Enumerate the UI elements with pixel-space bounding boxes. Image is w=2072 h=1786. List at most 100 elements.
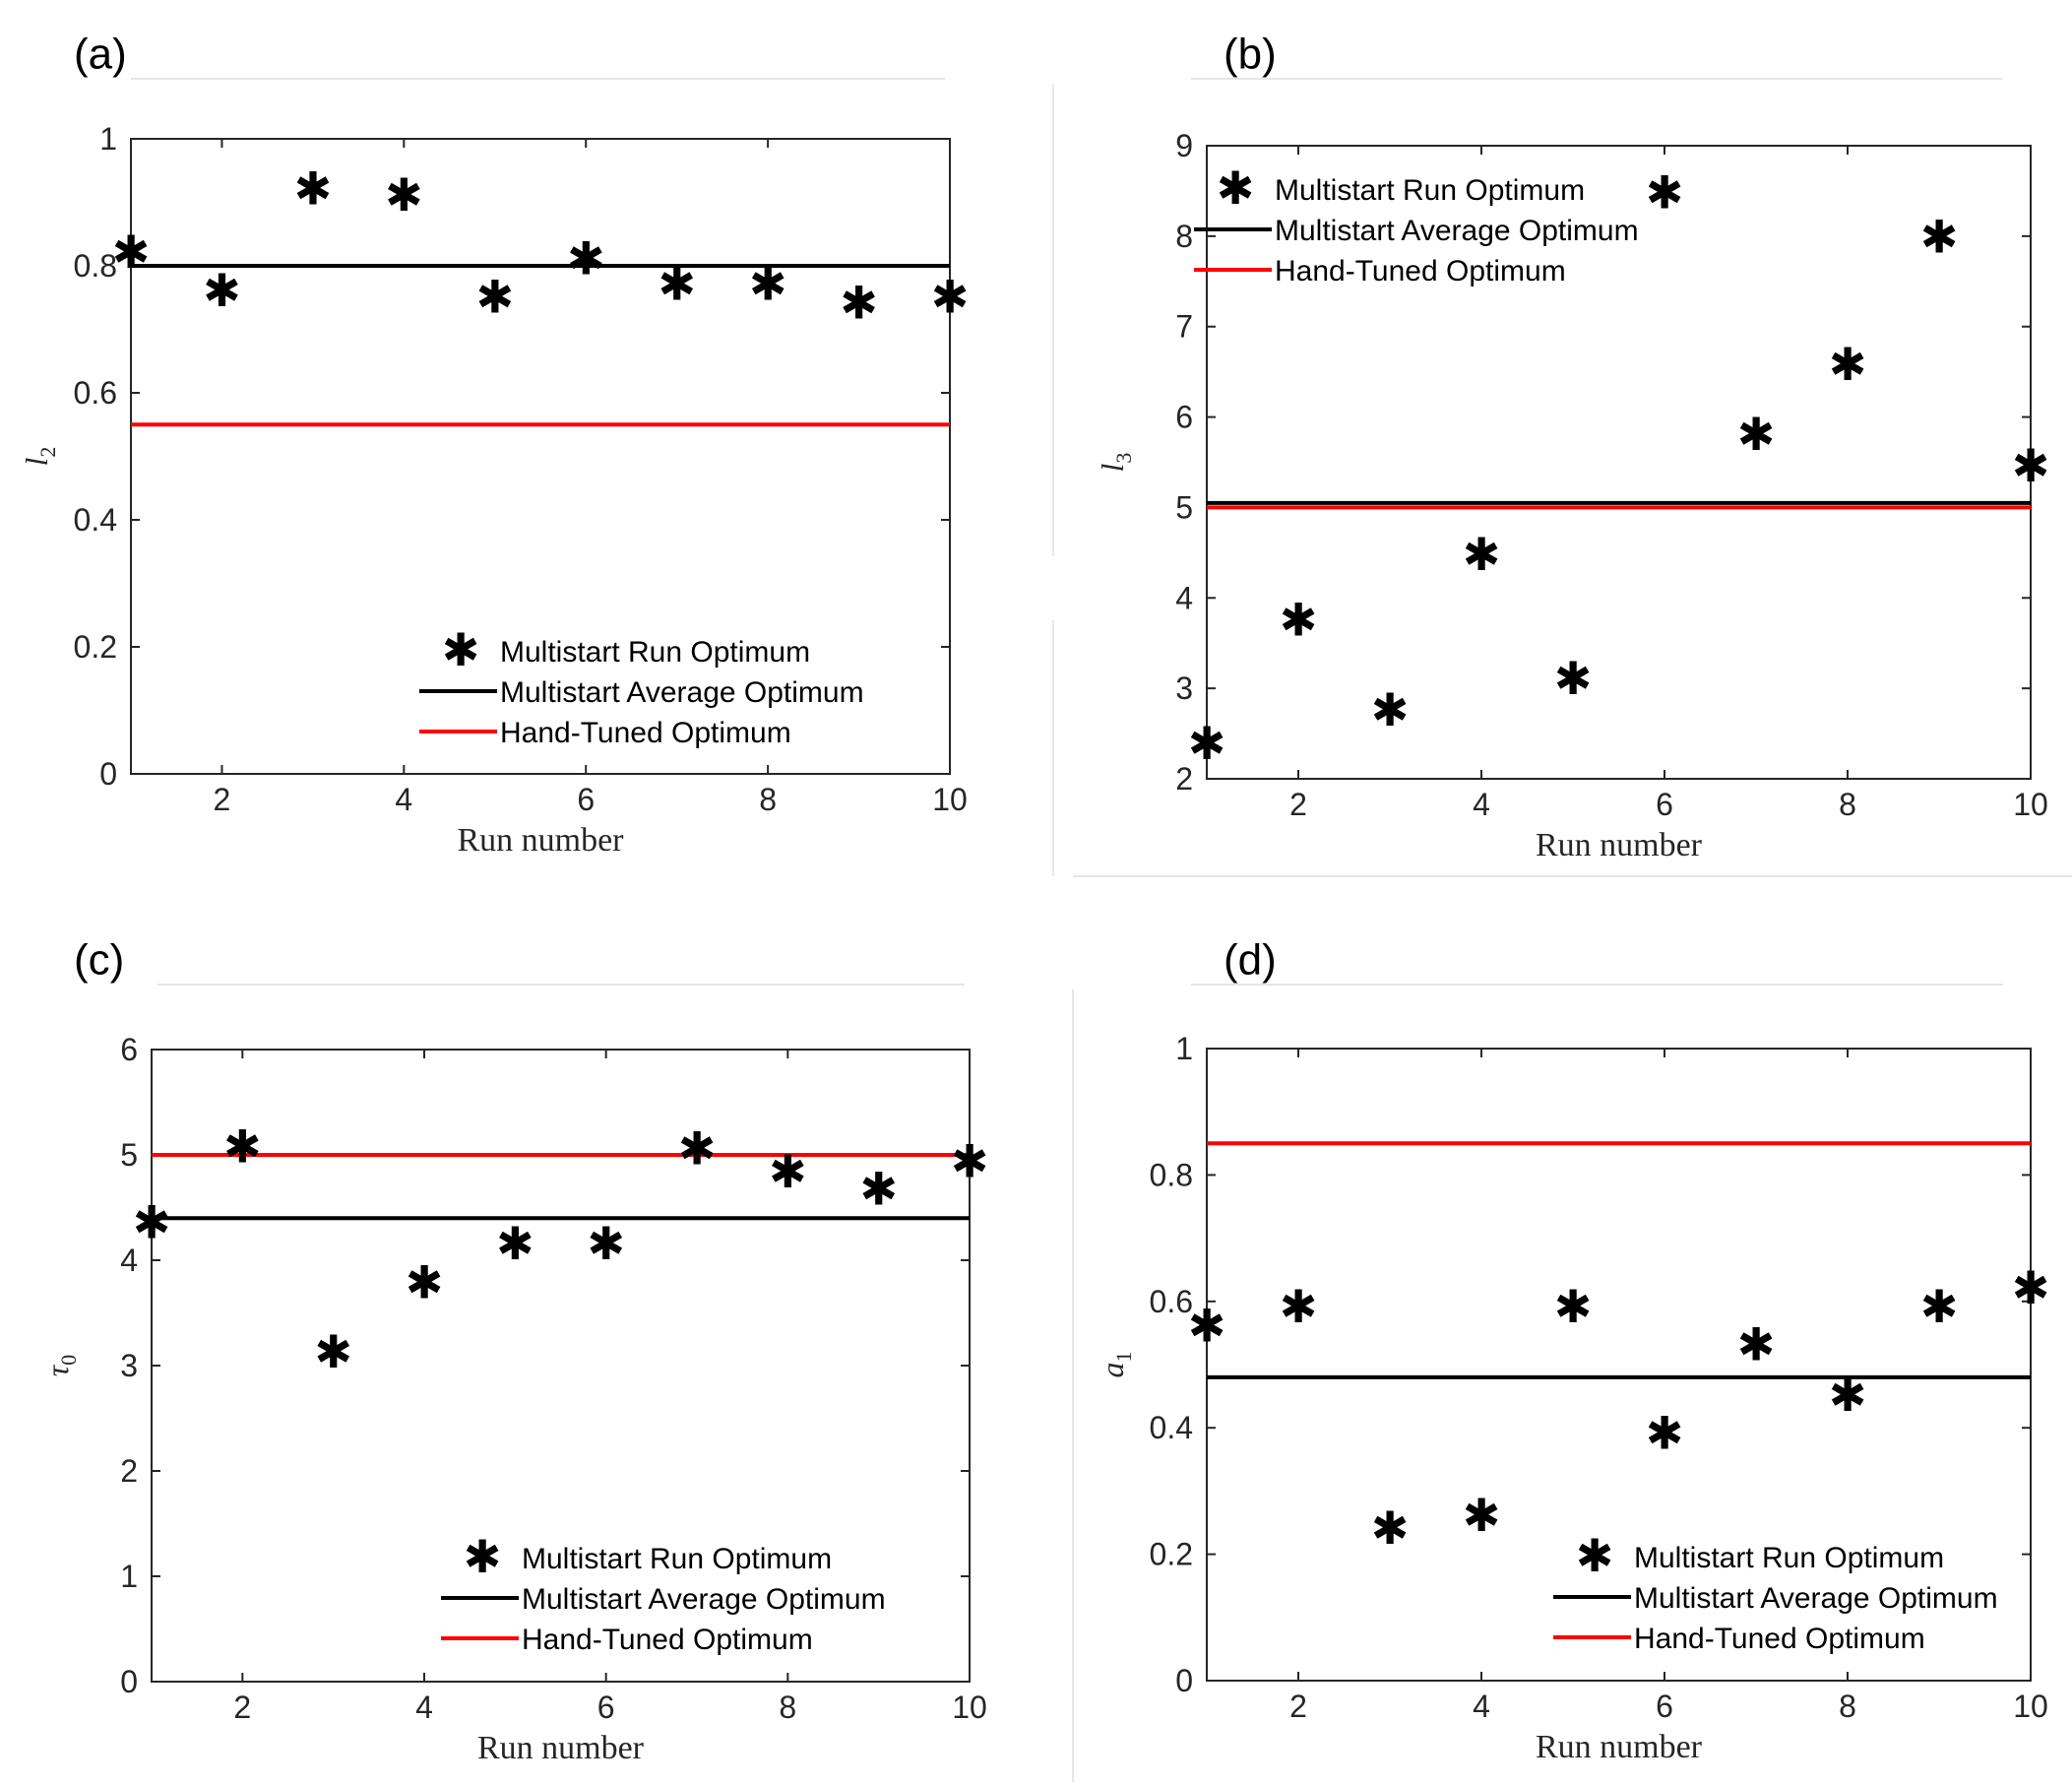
y-tick-label: 0: [1175, 1663, 1193, 1698]
x-tick-label: 6: [577, 782, 595, 817]
x-axis-label: Run number: [1536, 1729, 1703, 1765]
panel-label: (a): [74, 31, 127, 79]
panel-label: (c): [74, 936, 124, 985]
y-tick-label: 5: [120, 1137, 138, 1173]
data-point-marker: ✱: [1737, 1318, 1776, 1371]
legend-entry: Hand-Tuned Optimum: [500, 717, 791, 749]
y-tick-label: 0.6: [74, 375, 117, 411]
y-tick-label: 0.8: [74, 248, 117, 284]
y-axis-label-subscript: 3: [1111, 453, 1136, 464]
y-tick-label: 0.2: [74, 629, 117, 665]
data-point-marker: ✱: [1280, 1280, 1318, 1333]
plot-frame: [130, 138, 951, 775]
y-tick-label: 5: [1175, 489, 1193, 525]
x-tick-label: 6: [1656, 787, 1673, 822]
x-tick-label: 10: [932, 782, 968, 817]
y-axis-label-symbol: a: [1095, 1363, 1130, 1378]
data-point-marker: ✱: [951, 1134, 989, 1187]
data-point-marker: ✱: [1646, 166, 1684, 220]
data-point-marker: ✱: [2012, 439, 2050, 492]
y-tick-label: 1: [120, 1559, 138, 1594]
legend: ✱ Multistart Run Optimum Multistart Averag…: [419, 623, 864, 749]
legend-entry: Multistart Run Optimum: [1634, 1542, 1944, 1574]
data-point-marker: ✱: [859, 1162, 898, 1215]
y-tick-label: 6: [120, 1032, 138, 1067]
data-point-marker: ✱: [567, 232, 605, 286]
data-point-marker: ✱: [1463, 1489, 1501, 1542]
y-tick-label: 3: [1175, 670, 1193, 706]
y-tick-label: 1: [99, 121, 117, 157]
data-point-marker: ✱: [1280, 593, 1318, 646]
x-tick-label: 2: [214, 782, 231, 817]
x-tick-label: 6: [597, 1690, 615, 1725]
data-point-marker: ✱: [1188, 1299, 1226, 1352]
y-tick-label: 2: [120, 1453, 138, 1489]
data-point-marker: ✱: [1463, 528, 1501, 581]
x-tick-label: 6: [1656, 1689, 1673, 1724]
data-point-marker: ✱: [1371, 1501, 1410, 1555]
legend-entry: Multistart Average Optimum: [1275, 215, 1639, 247]
x-tick-label: 4: [1473, 1689, 1490, 1724]
y-axis-label-subscript: 1: [1111, 1352, 1136, 1363]
data-point-marker: ✱: [931, 270, 970, 323]
y-tick-label: 4: [120, 1243, 138, 1278]
y-tick-label: 9: [1175, 128, 1193, 163]
x-axis-label: Run number: [1536, 827, 1703, 863]
x-tick-label: 10: [2013, 1689, 2048, 1724]
y-tick-label: 0.4: [1150, 1410, 1193, 1445]
data-point-marker: ✱: [769, 1145, 807, 1198]
y-tick-label: 2: [1175, 761, 1193, 797]
y-tick-label: 1: [1175, 1031, 1193, 1066]
data-point-marker: ✱: [1646, 1407, 1684, 1460]
data-point-marker: ✱: [294, 162, 333, 216]
legend: ✱ Multistart Run Optimum Multistart Averag…: [1553, 1529, 1998, 1655]
data-point-marker: ✱: [840, 277, 878, 330]
data-point-marker: ✱: [112, 225, 151, 279]
data-point-marker: ✱: [1829, 338, 1867, 391]
legend-entry: Hand-Tuned Optimum: [522, 1624, 813, 1656]
x-tick-label: 4: [395, 782, 412, 817]
legend-entry: Multistart Average Optimum: [1634, 1582, 1998, 1615]
y-tick-label: 0.8: [1150, 1157, 1193, 1192]
data-point-marker: ✱: [678, 1122, 717, 1176]
y-axis-label-subscript: 0: [56, 1355, 81, 1366]
data-point-marker: ✱: [133, 1196, 171, 1249]
x-tick-label: 2: [233, 1690, 251, 1725]
x-tick-label: 10: [952, 1690, 987, 1725]
y-tick-label: 0.6: [1150, 1284, 1193, 1319]
y-axis-label-subscript: 2: [35, 447, 60, 458]
legend-entry: Multistart Run Optimum: [522, 1543, 832, 1575]
y-tick-label: 4: [1175, 580, 1193, 615]
x-axis-label: Run number: [477, 1730, 645, 1766]
legend-marker-run: ✱: [1576, 1529, 1614, 1582]
data-point-marker: ✱: [1188, 717, 1226, 770]
y-tick-label: 0: [120, 1664, 138, 1699]
y-axis-label-symbol: l: [19, 457, 54, 466]
data-point-marker: ✱: [406, 1256, 444, 1309]
data-point-marker: ✱: [1737, 408, 1776, 461]
data-point-marker: ✱: [1554, 652, 1593, 705]
data-point-marker: ✱: [1920, 211, 1959, 264]
y-tick-label: 0: [99, 756, 117, 792]
legend-entry: Hand-Tuned Optimum: [1634, 1623, 1925, 1655]
x-tick-label: 2: [1289, 1689, 1307, 1724]
x-tick-label: 8: [759, 782, 777, 817]
data-point-marker: ✱: [1371, 683, 1410, 736]
legend-entry: Multistart Average Optimum: [500, 676, 864, 709]
legend: ✱ Multistart Run Optimum Multistart Averag…: [441, 1530, 886, 1656]
data-point-marker: ✱: [385, 168, 423, 222]
x-tick-label: 4: [415, 1690, 433, 1725]
plot-frame: [1206, 145, 2032, 780]
legend-entry: Multistart Run Optimum: [500, 636, 810, 669]
data-point-marker: ✱: [314, 1325, 352, 1378]
legend-entry: Hand-Tuned Optimum: [1275, 255, 1566, 287]
x-tick-label: 8: [1839, 787, 1856, 822]
x-tick-label: 8: [779, 1690, 796, 1725]
y-axis-label: l3: [1095, 453, 1136, 473]
y-axis-label: l2: [19, 447, 60, 467]
data-point-marker: ✱: [658, 257, 696, 310]
data-point-marker: ✱: [496, 1217, 534, 1270]
